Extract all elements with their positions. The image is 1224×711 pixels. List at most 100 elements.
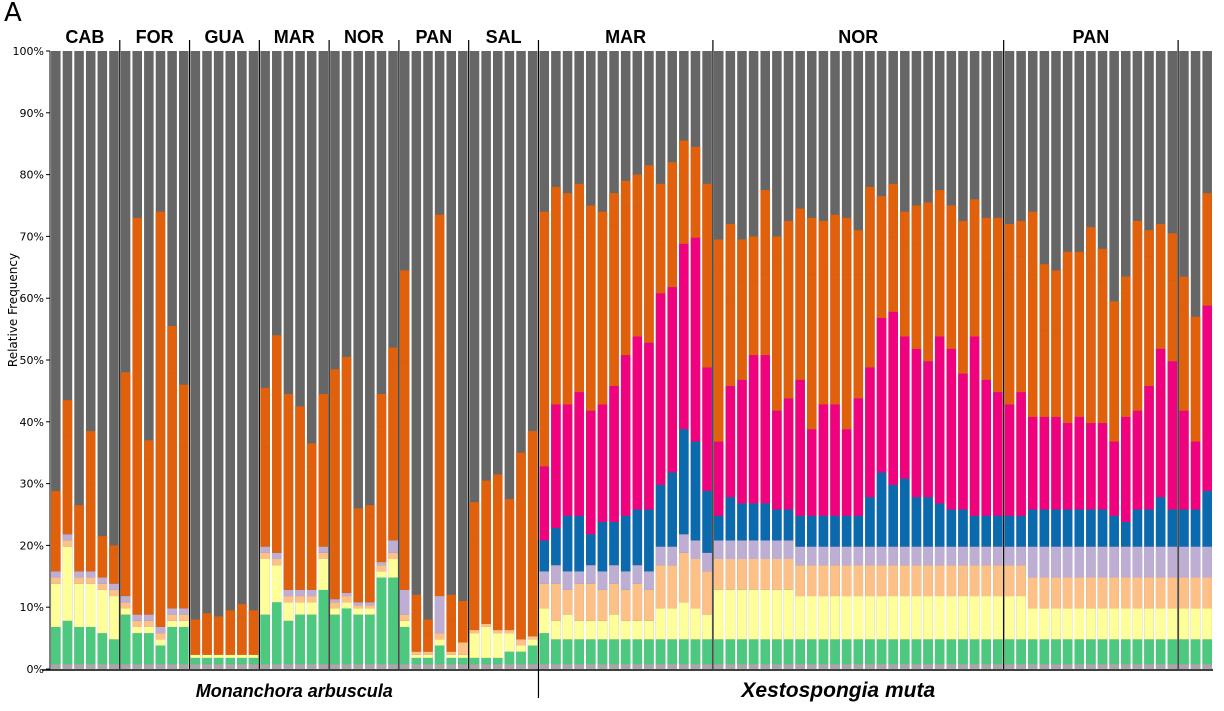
bar-yellow-segment — [202, 654, 212, 658]
bar-blue-segment — [772, 509, 782, 541]
bar-orange-segment — [295, 423, 305, 590]
bar-pink-segment — [1109, 441, 1119, 516]
bar-yellow-segment — [620, 620, 631, 640]
bar-blue-segment — [1109, 515, 1119, 547]
bar-peach-segment — [1179, 577, 1189, 609]
bar-yellow-segment — [492, 633, 503, 658]
bar-green-segment — [586, 639, 596, 665]
bar-green-segment — [667, 639, 677, 665]
bar-lavender-segment — [365, 602, 375, 606]
bar-lavender-segment — [272, 552, 282, 559]
bar-orange-cap-segment — [295, 406, 305, 424]
bar-yellow-segment — [260, 558, 270, 615]
bar-yellow-segment — [911, 596, 922, 640]
bar-peach-segment — [1051, 577, 1061, 609]
bar-yellow-segment — [748, 589, 759, 640]
bar-peach-segment — [446, 651, 457, 655]
bar-low-segment — [1167, 664, 1178, 669]
bar-pink-segment — [1027, 416, 1038, 510]
bar-orange-cap-segment — [225, 610, 236, 624]
bar-peach-segment — [434, 633, 445, 640]
bar-lavender-segment — [597, 571, 608, 590]
bar-orange-segment — [830, 274, 840, 405]
bar-blue-segment — [876, 472, 887, 547]
bar-green-segment — [865, 639, 875, 665]
bar-low-segment — [237, 664, 247, 669]
bar-lavender-segment — [1121, 546, 1131, 578]
bar-other-segment — [260, 51, 270, 669]
bar-orange-segment — [1202, 299, 1212, 306]
bar-low-segment — [900, 664, 910, 669]
bar-green-segment — [376, 577, 387, 665]
bar-yellow-segment — [399, 620, 410, 627]
bar-low-segment — [481, 664, 491, 669]
bar-green-segment — [679, 639, 689, 665]
bar-low-segment — [620, 664, 631, 669]
bar-yellow-segment — [516, 645, 526, 652]
bar-low-segment — [1004, 664, 1015, 669]
bar-orange-segment — [748, 280, 759, 356]
bar-peach-segment — [62, 540, 73, 547]
bar-peach-segment — [853, 565, 864, 597]
bar-green-segment — [655, 639, 666, 665]
bar-pink-segment — [597, 404, 608, 522]
bar-other-segment — [492, 51, 503, 669]
bar-lavender-segment — [574, 571, 584, 584]
y-tick-label: 90% — [20, 107, 44, 120]
bar-orange-cap-segment — [888, 183, 898, 238]
bar-yellow-segment — [1086, 608, 1096, 640]
bar-green-segment — [295, 614, 305, 665]
bar-orange-segment — [586, 231, 596, 411]
bar-low-segment — [981, 664, 991, 669]
bar-peach-segment — [539, 583, 550, 609]
bar-pink-segment — [818, 404, 829, 516]
bar-yellow-segment — [469, 633, 480, 658]
y-tick-label: 50% — [20, 354, 44, 367]
bar-low-segment — [737, 664, 747, 669]
bar-yellow-segment — [527, 639, 538, 646]
bar-blue-segment — [1097, 509, 1108, 547]
bar-green-segment — [516, 651, 526, 665]
bar-lavender-segment — [644, 571, 654, 590]
bar-orange-cap-segment — [1016, 220, 1026, 257]
bar-blue-segment — [981, 515, 991, 547]
bar-green-segment — [1121, 639, 1131, 665]
bar-low-segment — [539, 664, 550, 669]
bar-peach-segment — [667, 565, 677, 609]
group-label: PAN — [1073, 27, 1110, 47]
bar-pink-segment — [1074, 416, 1085, 510]
bar-other-segment — [318, 51, 329, 669]
bar-low-segment — [551, 664, 561, 669]
bar-low-segment — [1132, 664, 1143, 669]
bar-yellow-segment — [760, 589, 771, 640]
bar-orange-segment — [551, 249, 561, 405]
bar-peach-segment — [178, 614, 189, 621]
bar-orange-cap-segment — [713, 239, 724, 269]
bar-blue-segment — [1121, 521, 1131, 547]
bar-green-segment — [504, 651, 515, 665]
group-label: FOR — [136, 27, 174, 47]
bar-green-segment — [1016, 639, 1026, 665]
bar-orange-cap-segment — [574, 183, 584, 238]
bar-blue-segment — [1167, 509, 1178, 547]
bar-orange-cap-segment — [458, 601, 468, 612]
bar-peach-segment — [748, 558, 759, 590]
bar-yellow-segment — [446, 654, 457, 658]
bar-lavender-segment — [702, 552, 712, 572]
bar-blue-segment — [1051, 509, 1061, 547]
bar-yellow-segment — [783, 589, 794, 640]
bar-orange-cap-segment — [283, 393, 294, 442]
bar-yellow-segment — [725, 589, 736, 640]
bar-low-segment — [1179, 664, 1189, 669]
bar-other-segment — [74, 51, 84, 669]
bar-orange-cap-segment — [667, 162, 677, 269]
bar-low-segment — [958, 664, 968, 669]
bar-peach-segment — [620, 589, 631, 621]
bar-pink-segment — [1202, 305, 1212, 492]
bar-blue-segment — [690, 441, 701, 541]
bar-pink-segment — [783, 398, 794, 510]
bar-peach-segment — [1167, 577, 1178, 609]
bar-orange-cap-segment — [190, 619, 201, 631]
bar-peach-segment — [900, 565, 910, 597]
bar-yellow-segment — [1167, 608, 1178, 640]
